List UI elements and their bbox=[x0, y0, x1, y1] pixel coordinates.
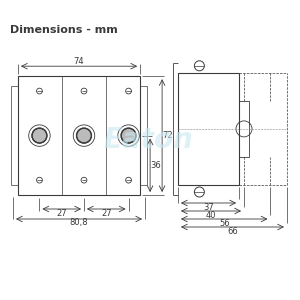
Bar bbox=[11, 86, 18, 185]
Circle shape bbox=[32, 128, 47, 143]
Bar bbox=[178, 73, 239, 185]
Text: 27: 27 bbox=[101, 208, 112, 217]
Bar bbox=[140, 86, 147, 185]
Circle shape bbox=[76, 128, 92, 143]
Bar bbox=[18, 76, 140, 195]
Text: 56: 56 bbox=[219, 218, 230, 227]
Text: 40: 40 bbox=[206, 211, 216, 220]
Text: 80,8: 80,8 bbox=[70, 218, 88, 227]
Text: 27: 27 bbox=[56, 208, 67, 217]
Circle shape bbox=[121, 128, 136, 143]
Text: 66: 66 bbox=[227, 226, 238, 236]
Bar bbox=[239, 101, 249, 157]
Text: Dimensions - mm: Dimensions - mm bbox=[10, 25, 118, 35]
Text: 37: 37 bbox=[203, 202, 214, 211]
Text: 74: 74 bbox=[74, 57, 84, 66]
Text: 72: 72 bbox=[163, 131, 173, 140]
Text: 36: 36 bbox=[151, 161, 161, 170]
Text: Eaton: Eaton bbox=[103, 126, 193, 154]
